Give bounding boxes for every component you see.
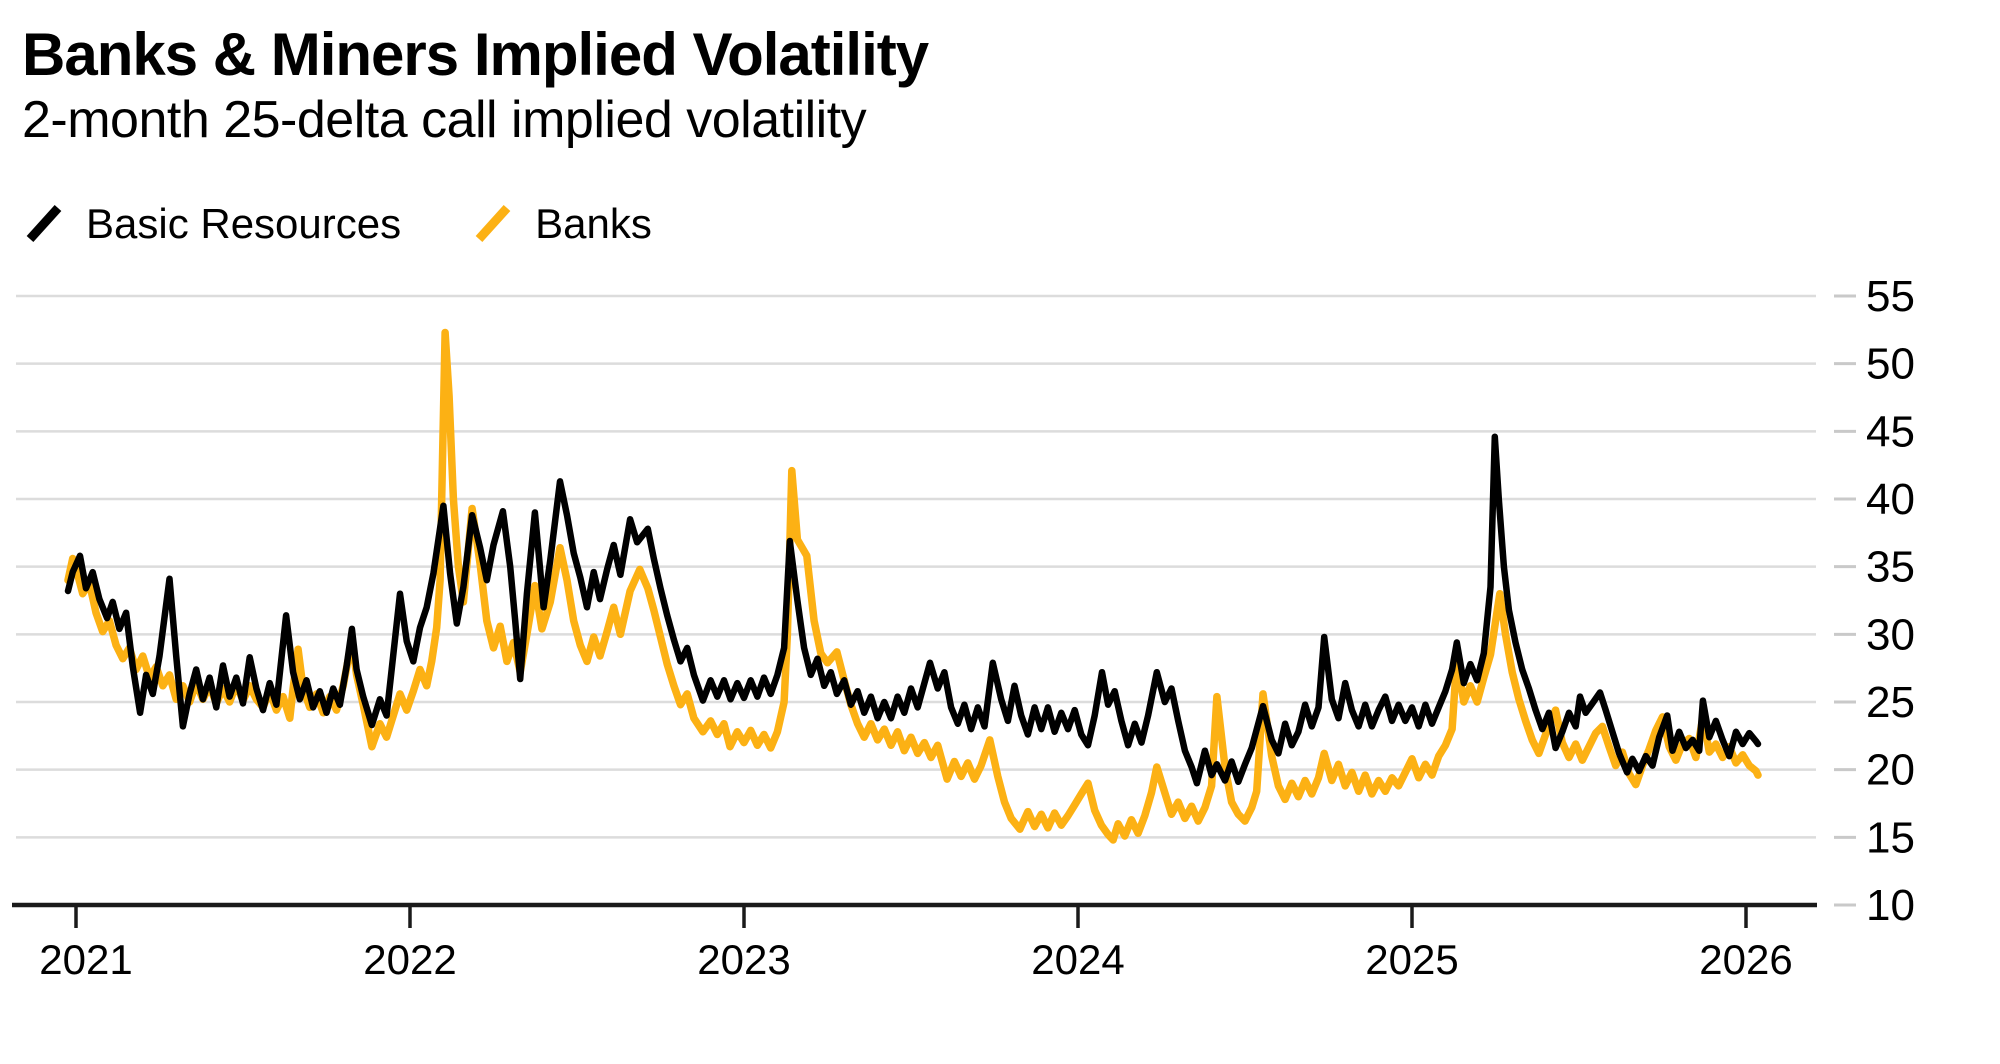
series-line-basic-resources bbox=[64, 433, 1762, 787]
x-tick-label-2024: 2024 bbox=[1031, 936, 1124, 983]
legend-item-basic-resources: Basic Resources bbox=[22, 200, 401, 248]
yellow-slash-icon bbox=[475, 204, 511, 243]
y-tick-label-45: 45 bbox=[1866, 407, 1915, 456]
black-slash-icon bbox=[26, 204, 62, 243]
y-tick-label-15: 15 bbox=[1866, 813, 1915, 862]
legend-item-banks: Banks bbox=[471, 200, 652, 248]
legend-label-basic-resources: Basic Resources bbox=[86, 200, 402, 247]
y-tick-label-55: 55 bbox=[1866, 272, 1915, 321]
chart-legend: Basic Resources Banks bbox=[22, 200, 652, 248]
chart-subtitle: 2-month 25-delta call implied volatility bbox=[22, 91, 867, 149]
legend-label-banks: Banks bbox=[535, 200, 652, 247]
y-tick-label-50: 50 bbox=[1866, 340, 1915, 389]
y-tick-label-30: 30 bbox=[1866, 610, 1915, 659]
y-tick-label-10: 10 bbox=[1866, 881, 1915, 930]
y-tick-label-20: 20 bbox=[1866, 746, 1915, 795]
y-tick-label-35: 35 bbox=[1866, 543, 1915, 592]
x-tick-label-2026: 2026 bbox=[1699, 936, 1792, 983]
y-tick-label-40: 40 bbox=[1866, 475, 1915, 524]
page-title: Banks & Miners Implied Volatility bbox=[22, 21, 929, 88]
x-tick-label-2025: 2025 bbox=[1365, 936, 1458, 983]
x-tick-label-2022: 2022 bbox=[363, 936, 456, 983]
x-tick-label-2021: 2021 bbox=[39, 936, 132, 983]
x-tick-label-2023: 2023 bbox=[697, 936, 790, 983]
y-tick-label-25: 25 bbox=[1866, 678, 1915, 727]
